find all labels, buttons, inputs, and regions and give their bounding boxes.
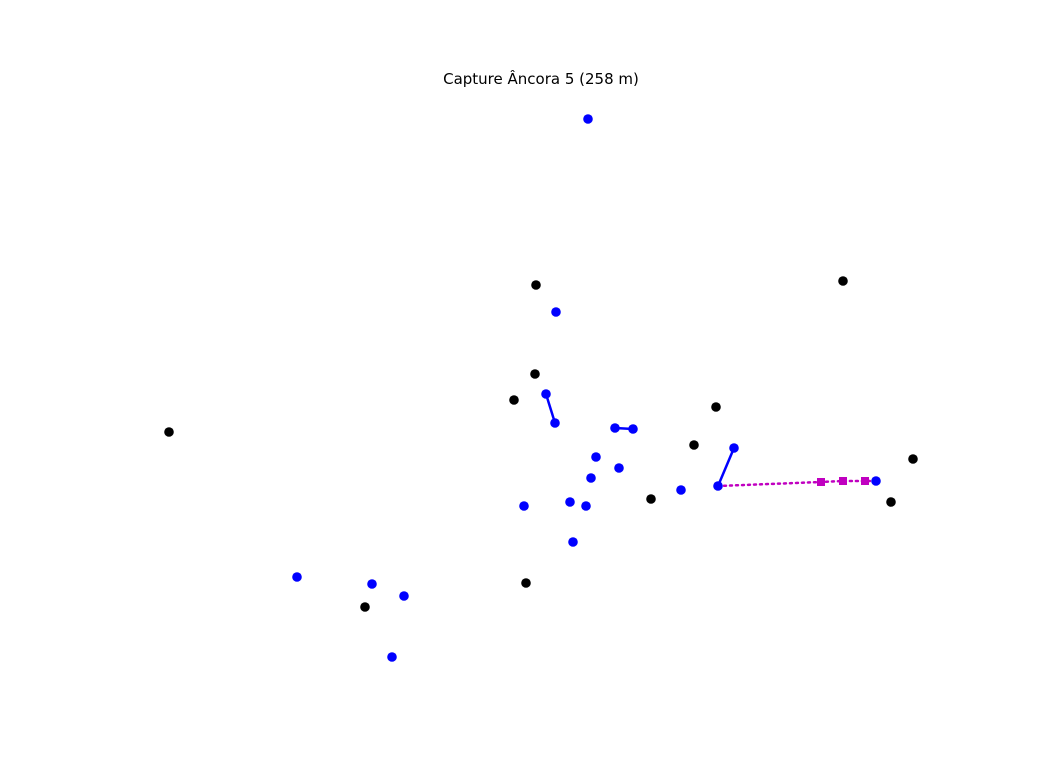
point-s0-6 <box>689 440 699 450</box>
point-s1-12 <box>676 485 686 495</box>
point-s0-3 <box>509 395 519 405</box>
point-s1-13 <box>565 497 575 507</box>
link-lines <box>544 393 736 487</box>
capture-marker-0 <box>817 478 825 486</box>
point-s1-14 <box>581 501 591 511</box>
point-s1-17 <box>292 572 302 582</box>
point-s1-11 <box>713 481 723 491</box>
point-s1-1 <box>551 307 561 317</box>
capture-marker-1 <box>839 477 847 485</box>
point-s1-6 <box>729 443 739 453</box>
point-s0-11 <box>360 602 370 612</box>
point-s0-9 <box>886 497 896 507</box>
point-s0-0 <box>531 280 541 290</box>
point-s0-5 <box>164 427 174 437</box>
point-s1-7 <box>591 452 601 462</box>
point-s1-18 <box>367 579 377 589</box>
point-s1-0 <box>583 114 593 124</box>
point-s1-4 <box>610 423 620 433</box>
point-s0-10 <box>521 578 531 588</box>
point-s1-2 <box>541 389 551 399</box>
point-s1-16 <box>568 537 578 547</box>
link-line-0 <box>544 393 557 424</box>
data-points <box>164 114 918 662</box>
point-s1-15 <box>519 501 529 511</box>
capture-markers <box>817 477 869 486</box>
point-s1-3 <box>550 418 560 428</box>
point-s1-8 <box>614 463 624 473</box>
point-s0-8 <box>646 494 656 504</box>
point-s1-5 <box>628 424 638 434</box>
point-s1-20 <box>387 652 397 662</box>
capture-path <box>716 479 878 488</box>
link-line-2 <box>716 447 736 487</box>
point-s1-10 <box>871 476 881 486</box>
point-s0-2 <box>530 369 540 379</box>
capture-marker-2 <box>861 477 869 485</box>
point-s0-4 <box>711 402 721 412</box>
point-s1-9 <box>586 473 596 483</box>
chart-title: Capture Âncora 5 (258 m) <box>443 69 639 88</box>
point-s1-19 <box>399 591 409 601</box>
point-s0-7 <box>908 454 918 464</box>
point-s0-1 <box>838 276 848 286</box>
capture-path-line <box>716 479 878 488</box>
